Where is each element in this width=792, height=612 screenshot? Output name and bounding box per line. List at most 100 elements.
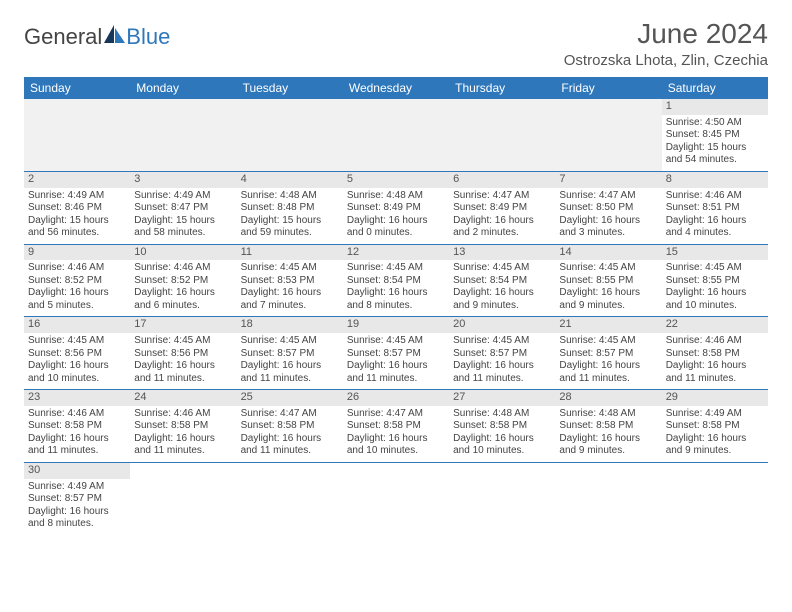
calendar-table: Sunday Monday Tuesday Wednesday Thursday… <box>24 77 768 535</box>
cell-sunrise: Sunrise: 4:47 AM <box>241 408 339 421</box>
cell-daylight2: and 5 minutes. <box>28 300 126 313</box>
cell-sunrise: Sunrise: 4:49 AM <box>666 408 764 421</box>
cell-daylight1: Daylight: 16 hours <box>134 360 232 373</box>
cell-daylight2: and 7 minutes. <box>241 300 339 313</box>
header-right: June 2024 Ostrozska Lhota, Zlin, Czechia <box>564 18 768 69</box>
calendar-cell: 9Sunrise: 4:46 AMSunset: 8:52 PMDaylight… <box>24 244 130 317</box>
day-number: 28 <box>555 390 661 406</box>
calendar-week-row: 23Sunrise: 4:46 AMSunset: 8:58 PMDayligh… <box>24 390 768 463</box>
cell-sunset: Sunset: 8:52 PM <box>28 275 126 288</box>
sail-icon <box>104 25 126 50</box>
calendar-cell: 11Sunrise: 4:45 AMSunset: 8:53 PMDayligh… <box>237 244 343 317</box>
cell-sunset: Sunset: 8:58 PM <box>28 420 126 433</box>
cell-sunset: Sunset: 8:56 PM <box>134 348 232 361</box>
header: General Blue June 2024 Ostrozska Lhota, … <box>24 18 768 69</box>
calendar-cell: 15Sunrise: 4:45 AMSunset: 8:55 PMDayligh… <box>662 244 768 317</box>
cell-daylight2: and 11 minutes. <box>241 373 339 386</box>
calendar-cell <box>449 462 555 534</box>
cell-daylight2: and 9 minutes. <box>559 300 657 313</box>
cell-daylight1: Daylight: 16 hours <box>28 360 126 373</box>
cell-daylight2: and 4 minutes. <box>666 227 764 240</box>
cell-sunrise: Sunrise: 4:48 AM <box>241 190 339 203</box>
day-number: 5 <box>343 172 449 188</box>
day-number: 8 <box>662 172 768 188</box>
cell-daylight1: Daylight: 16 hours <box>241 287 339 300</box>
cell-sunrise: Sunrise: 4:45 AM <box>666 262 764 275</box>
calendar-cell: 23Sunrise: 4:46 AMSunset: 8:58 PMDayligh… <box>24 390 130 463</box>
weekday-header: Sunday <box>24 77 130 99</box>
cell-sunset: Sunset: 8:58 PM <box>134 420 232 433</box>
day-number: 2 <box>24 172 130 188</box>
location: Ostrozska Lhota, Zlin, Czechia <box>564 52 768 69</box>
calendar-cell: 21Sunrise: 4:45 AMSunset: 8:57 PMDayligh… <box>555 317 661 390</box>
cell-sunrise: Sunrise: 4:45 AM <box>241 335 339 348</box>
cell-daylight1: Daylight: 16 hours <box>559 433 657 446</box>
cell-sunrise: Sunrise: 4:46 AM <box>666 335 764 348</box>
cell-sunset: Sunset: 8:50 PM <box>559 202 657 215</box>
day-number: 6 <box>449 172 555 188</box>
cell-sunset: Sunset: 8:56 PM <box>28 348 126 361</box>
day-number: 17 <box>130 317 236 333</box>
cell-daylight2: and 9 minutes. <box>666 445 764 458</box>
calendar-cell: 26Sunrise: 4:47 AMSunset: 8:58 PMDayligh… <box>343 390 449 463</box>
cell-daylight1: Daylight: 15 hours <box>28 215 126 228</box>
calendar-cell <box>237 99 343 171</box>
calendar-cell <box>449 99 555 171</box>
cell-sunrise: Sunrise: 4:47 AM <box>453 190 551 203</box>
cell-sunset: Sunset: 8:55 PM <box>666 275 764 288</box>
day-number: 27 <box>449 390 555 406</box>
cell-sunset: Sunset: 8:57 PM <box>347 348 445 361</box>
day-number: 13 <box>449 245 555 261</box>
calendar-cell: 17 Sunrise: 4:45 AMSunset: 8:56 PMDayligh… <box>130 317 236 390</box>
cell-sunrise: Sunrise: 4:45 AM <box>453 262 551 275</box>
day-number: 10 <box>130 245 236 261</box>
cell-daylight1: Daylight: 16 hours <box>559 287 657 300</box>
calendar-cell: 19Sunrise: 4:45 AMSunset: 8:57 PMDayligh… <box>343 317 449 390</box>
cell-sunset: Sunset: 8:57 PM <box>241 348 339 361</box>
cell-sunset: Sunset: 8:53 PM <box>241 275 339 288</box>
weekday-header: Saturday <box>662 77 768 99</box>
day-number: 22 <box>662 317 768 333</box>
cell-sunrise: Sunrise: 4:45 AM <box>28 335 126 348</box>
calendar-cell <box>343 99 449 171</box>
calendar-page: General Blue June 2024 Ostrozska Lhota, … <box>0 0 792 553</box>
cell-daylight2: and 9 minutes. <box>559 445 657 458</box>
cell-sunset: Sunset: 8:49 PM <box>453 202 551 215</box>
cell-daylight2: and 11 minutes. <box>28 445 126 458</box>
cell-daylight2: and 58 minutes. <box>134 227 232 240</box>
cell-daylight2: and 59 minutes. <box>241 227 339 240</box>
calendar-cell: 20Sunrise: 4:45 AMSunset: 8:57 PMDayligh… <box>449 317 555 390</box>
logo: General Blue <box>24 24 170 50</box>
cell-daylight1: Daylight: 16 hours <box>559 360 657 373</box>
day-number: 4 <box>237 172 343 188</box>
cell-daylight1: Daylight: 16 hours <box>453 287 551 300</box>
cell-daylight2: and 10 minutes. <box>347 445 445 458</box>
calendar-cell <box>555 99 661 171</box>
day-number: 3 <box>130 172 236 188</box>
calendar-cell <box>24 99 130 171</box>
cell-sunrise: Sunrise: 4:45 AM <box>241 262 339 275</box>
cell-daylight2: and 0 minutes. <box>347 227 445 240</box>
day-number: 24 <box>130 390 236 406</box>
calendar-cell: 30Sunrise: 4:49 AMSunset: 8:57 PMDayligh… <box>24 462 130 534</box>
calendar-week-row: 30Sunrise: 4:49 AMSunset: 8:57 PMDayligh… <box>24 462 768 534</box>
month-title: June 2024 <box>564 18 768 50</box>
cell-daylight2: and 11 minutes. <box>134 445 232 458</box>
calendar-cell: 18Sunrise: 4:45 AMSunset: 8:57 PMDayligh… <box>237 317 343 390</box>
calendar-week-row: 16Sunrise: 4:45 AMSunset: 8:56 PMDayligh… <box>24 317 768 390</box>
cell-sunrise: Sunrise: 4:47 AM <box>347 408 445 421</box>
calendar-cell: 6Sunrise: 4:47 AMSunset: 8:49 PMDaylight… <box>449 171 555 244</box>
calendar-cell: 13Sunrise: 4:45 AMSunset: 8:54 PMDayligh… <box>449 244 555 317</box>
cell-daylight2: and 10 minutes. <box>453 445 551 458</box>
calendar-cell: 22Sunrise: 4:46 AMSunset: 8:58 PMDayligh… <box>662 317 768 390</box>
day-number: 9 <box>24 245 130 261</box>
cell-sunrise: Sunrise: 4:49 AM <box>28 190 126 203</box>
calendar-cell: 28Sunrise: 4:48 AMSunset: 8:58 PMDayligh… <box>555 390 661 463</box>
day-number: 23 <box>24 390 130 406</box>
calendar-cell <box>343 462 449 534</box>
logo-text-blue: Blue <box>126 24 170 50</box>
cell-sunrise: Sunrise: 4:45 AM <box>134 335 232 348</box>
calendar-cell: 2Sunrise: 4:49 AMSunset: 8:46 PMDaylight… <box>24 171 130 244</box>
day-number: 30 <box>24 463 130 479</box>
cell-sunset: Sunset: 8:58 PM <box>347 420 445 433</box>
